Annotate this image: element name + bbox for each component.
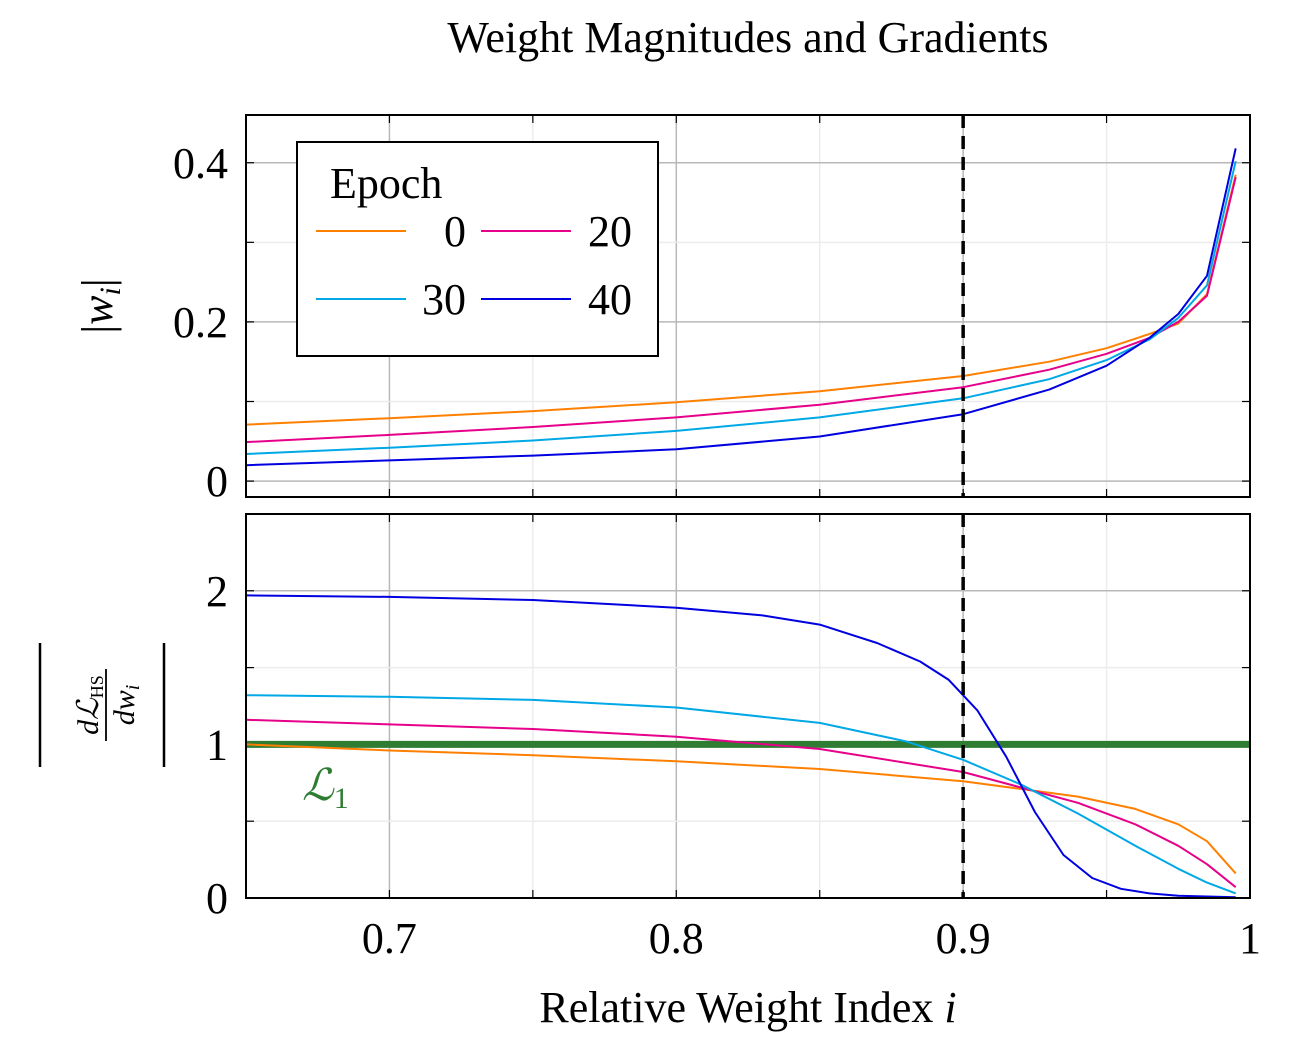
- series-line-epoch-20: [245, 718, 1237, 888]
- x-ticks: 0.7 0.8 0.9 1: [362, 914, 1261, 963]
- series-line-epoch-40: [245, 148, 1237, 467]
- magnitude-y-label-bar-left: |: [73, 325, 122, 334]
- l1-label: ℒ1: [302, 761, 349, 815]
- gradient-y-label-den-main: dw: [108, 690, 141, 725]
- legend-label-epoch-30: 30: [422, 275, 466, 324]
- y-tick-label: 0: [206, 874, 228, 923]
- y-tick-label: 0: [206, 457, 228, 506]
- legend-entries: 0 20 30 40: [316, 207, 632, 324]
- x-tick-label: 0.7: [362, 914, 417, 963]
- magnitude-y-label-sub: i: [94, 287, 127, 295]
- x-axis-label-var: i: [944, 983, 956, 1032]
- x-axis-label: Relative Weight Index i: [539, 983, 956, 1032]
- gradient-y-ticks: 0 1 2: [206, 567, 228, 923]
- chart-title: Weight Magnitudes and Gradients: [447, 13, 1048, 62]
- magnitude-y-label-bar-right: |: [73, 278, 122, 287]
- y-tick-label: 0.4: [173, 139, 228, 188]
- x-tick-label: 0.9: [936, 914, 991, 963]
- gradient-y-label-num-sub: HS: [87, 675, 107, 698]
- x-tick-label: 1: [1239, 914, 1261, 963]
- magnitude-y-label-base: w: [73, 295, 122, 325]
- gradient-y-label-num: dℒHS: [72, 675, 107, 735]
- series-line-epoch-40: [245, 594, 1236, 899]
- magnitude-panel: 00.20.4 |wi|: [73, 114, 1251, 506]
- magnitude-plot-frame: [245, 114, 1251, 498]
- legend-label-epoch-0: 0: [444, 207, 466, 256]
- legend-label-epoch-20: 20: [588, 207, 632, 256]
- legend-box: [296, 141, 659, 357]
- series-line-epoch-30: [245, 694, 1237, 895]
- gradient-y-label: dℒHS dwi: [38, 643, 166, 767]
- magnitude-y-ticks: 0 0.2 0.4: [173, 139, 228, 506]
- series-line-epoch-30: [245, 160, 1237, 455]
- legend-title: Epoch: [330, 159, 442, 208]
- legend: Epoch 0 20 30 40: [296, 141, 659, 357]
- magnitude-y-label: |wi|: [73, 278, 127, 333]
- magnitude-series: [245, 148, 1237, 467]
- gradient-y-label-den: dwi: [108, 685, 144, 726]
- l1-label-sub: 1: [334, 782, 349, 815]
- gradient-panel: 012 ℒ1 dℒHS dwi: [38, 513, 1251, 923]
- x-axis-label-text: Relative Weight Index: [539, 983, 933, 1032]
- gradient-y-label-den-sub: i: [122, 685, 144, 691]
- series-line-epoch-0: [245, 743, 1237, 875]
- gradient-grid: [245, 513, 1251, 899]
- x-tick-label: 0.8: [649, 914, 704, 963]
- y-tick-label: 0.2: [173, 298, 228, 347]
- gradient-plot-frame: [245, 513, 1251, 899]
- x-axis-label-space: [933, 983, 944, 1032]
- y-tick-label: 2: [206, 567, 228, 616]
- gradient-y-label-num-main: dℒ: [72, 697, 105, 735]
- y-tick-label: 1: [206, 720, 228, 769]
- l1-label-main: ℒ: [302, 761, 335, 810]
- gradient-series: [245, 594, 1237, 899]
- series-line-epoch-20: [245, 176, 1237, 444]
- legend-label-epoch-40: 40: [588, 275, 632, 324]
